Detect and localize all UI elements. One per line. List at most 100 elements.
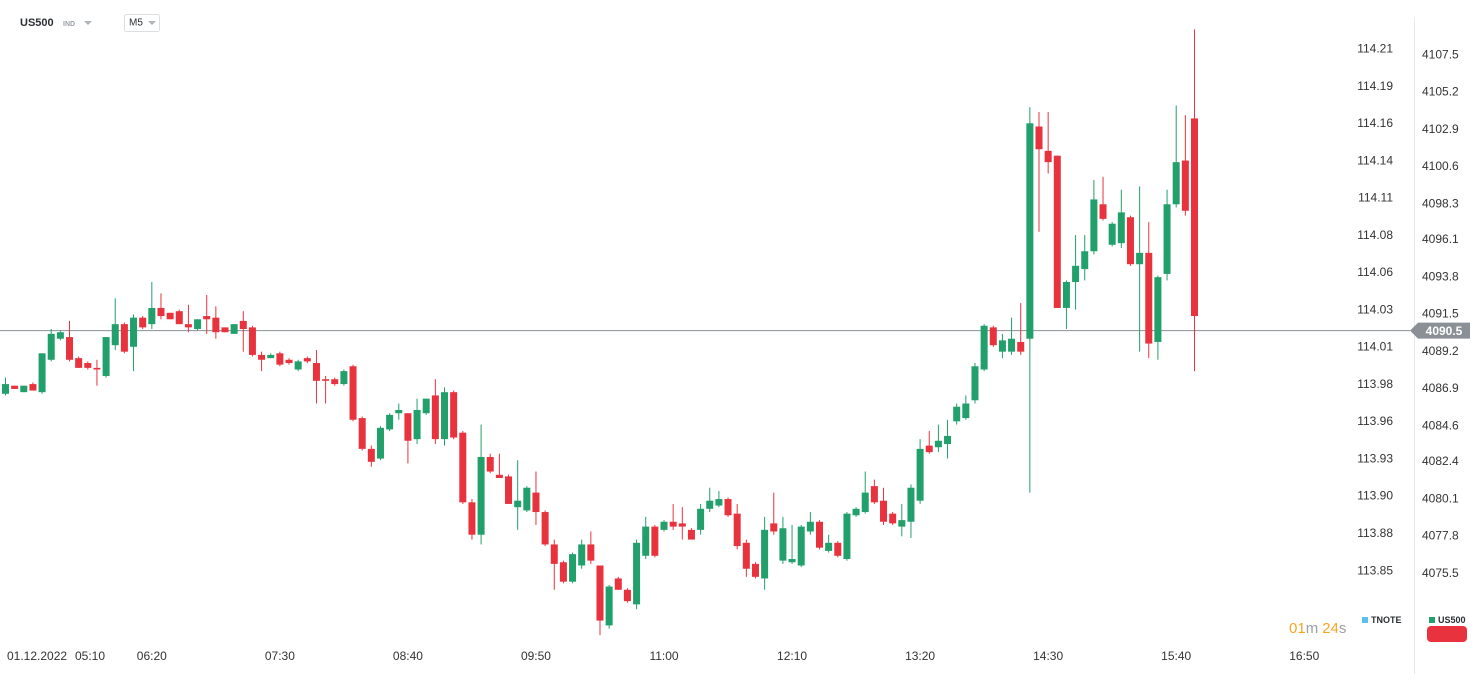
action-button[interactable]: [1427, 626, 1467, 642]
y2-tick-label: 113.98: [1357, 377, 1393, 391]
candle-body: [431, 395, 439, 440]
timeframe-box[interactable]: [124, 14, 160, 32]
candle-body: [1035, 126, 1043, 150]
candle-body: [450, 392, 458, 438]
x-tick-label: 07:30: [265, 649, 295, 663]
x-tick-label: 12:10: [777, 649, 807, 663]
candle-body: [1090, 199, 1098, 252]
candle-body: [84, 363, 92, 368]
candle-body: [614, 578, 622, 590]
countdown-unit: m: [1306, 620, 1319, 637]
candle-body: [267, 354, 275, 359]
candle-body: [541, 512, 549, 545]
candle-body: [605, 586, 613, 626]
y2-tick-label: 113.96: [1357, 414, 1393, 428]
candle-body: [1108, 223, 1116, 245]
candle-body: [212, 317, 220, 333]
candle-body: [1154, 277, 1162, 342]
candle-body: [468, 502, 476, 535]
candle-body: [1126, 217, 1134, 265]
y2-tick-label: 114.08: [1357, 228, 1393, 242]
dropdown-caret[interactable]: [148, 21, 156, 25]
candle-body: [294, 361, 302, 370]
y2-tick-label: 114.01: [1357, 340, 1393, 354]
candle-body: [285, 359, 293, 364]
candle-body: [1044, 150, 1052, 163]
y-tick-label: 4107.5: [1422, 47, 1459, 61]
y-tick-label: 4105.2: [1422, 85, 1459, 99]
candle-body: [706, 500, 714, 509]
candle-body: [358, 418, 366, 449]
candle-body: [157, 307, 165, 317]
candle-body: [11, 385, 19, 389]
market[interactable]: IND: [63, 21, 75, 28]
y2-tick-label: 114.16: [1357, 116, 1393, 130]
candle-body: [751, 563, 759, 577]
x-tick-label: 06:20: [137, 649, 167, 663]
y-tick-label: 4077.8: [1422, 529, 1459, 543]
countdown-minutes: 01: [1289, 620, 1306, 637]
candle-body: [175, 311, 183, 325]
candle-body: [422, 398, 430, 414]
candle-body: [230, 324, 238, 334]
y-tick-label: 4096.1: [1422, 232, 1459, 246]
candle-body: [1172, 162, 1180, 205]
candle-body: [184, 324, 192, 328]
candle-body: [861, 492, 869, 513]
candle-body: [258, 354, 266, 360]
candle-body: [934, 440, 942, 448]
candle-body: [660, 521, 668, 530]
y-tick-label: 4091.5: [1422, 307, 1459, 321]
y-tick-label: 4098.3: [1422, 196, 1459, 210]
x-tick-label: 14:30: [1033, 649, 1063, 663]
y2-tick-label: 113.90: [1357, 489, 1393, 503]
dropdown-caret[interactable]: [84, 21, 92, 25]
candle-body: [413, 409, 421, 440]
candle-body: [870, 486, 878, 503]
candle-body: [194, 319, 202, 329]
candle-body: [880, 500, 888, 522]
candle-body: [907, 487, 915, 522]
candle-body: [395, 409, 403, 414]
candle-body: [770, 523, 778, 532]
candle-body: [386, 414, 394, 430]
candle-body: [788, 559, 796, 563]
candle-body: [596, 565, 604, 621]
candle-body: [925, 445, 933, 453]
candle-body: [349, 366, 357, 420]
candle-body: [47, 333, 55, 360]
candle-body: [514, 500, 522, 508]
candle-body: [971, 366, 979, 401]
candle-body: [477, 456, 485, 535]
legend-swatch: [1429, 617, 1435, 623]
candle-body: [367, 448, 375, 462]
candles: [1, 29, 1198, 636]
candle-body: [20, 385, 28, 393]
symbol[interactable]: US500: [20, 17, 54, 29]
candle-body: [916, 448, 924, 501]
y2-tick-label: 113.93: [1357, 451, 1393, 465]
candle-body: [29, 384, 37, 391]
countdown: 01m 24s: [1289, 620, 1346, 637]
candle-body: [1072, 265, 1080, 283]
candle-body: [56, 332, 64, 339]
candle-body: [303, 358, 311, 362]
countdown-seconds: 24: [1322, 620, 1339, 637]
x-date-label: 01.12.2022: [7, 649, 67, 663]
candle-body: [239, 320, 247, 329]
x-tick-label: 16:50: [1289, 649, 1319, 663]
candle-body: [697, 508, 705, 530]
candle-body: [1062, 282, 1070, 308]
candle-body: [166, 312, 174, 320]
candle-body: [889, 513, 897, 524]
candle-body: [38, 353, 46, 393]
y-tick-label: 4086.9: [1422, 381, 1459, 395]
candle-body: [825, 542, 833, 551]
candle-body: [742, 542, 750, 569]
candle-body: [944, 435, 952, 445]
candle-body: [815, 521, 823, 548]
y-tick-label: 4075.5: [1422, 566, 1459, 580]
timeframe[interactable]: M5: [129, 18, 143, 29]
y2-tick-label: 114.19: [1357, 79, 1393, 93]
